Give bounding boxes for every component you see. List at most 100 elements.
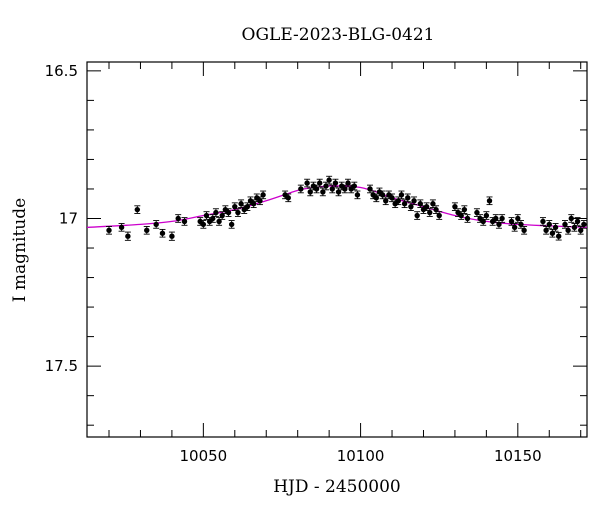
point-marker xyxy=(250,201,257,207)
data-point xyxy=(335,187,342,197)
data-point xyxy=(260,190,267,200)
data-point xyxy=(514,214,521,223)
point-marker xyxy=(423,203,430,210)
chart-title: OGLE-2023-BLG-0421 xyxy=(242,25,435,45)
data-point xyxy=(159,228,166,238)
y-axis-label: I magnitude xyxy=(10,198,30,302)
point-marker xyxy=(398,192,405,198)
data-point xyxy=(304,178,311,188)
data-point xyxy=(517,220,524,229)
data-point xyxy=(404,193,411,203)
point-marker xyxy=(555,233,562,239)
data-point xyxy=(118,223,125,232)
x-tick-label: 10100 xyxy=(337,447,385,465)
data-point xyxy=(539,217,546,226)
point-marker xyxy=(326,177,332,183)
point-marker xyxy=(433,206,439,213)
point-marker xyxy=(175,215,181,222)
point-marker xyxy=(578,227,584,234)
point-marker xyxy=(574,218,581,225)
point-marker xyxy=(203,212,210,219)
data-point xyxy=(486,196,493,206)
point-marker xyxy=(159,230,166,236)
data-point xyxy=(322,181,329,191)
point-marker xyxy=(118,224,125,231)
data-point xyxy=(429,199,436,209)
x-tick-label: 10050 xyxy=(179,447,227,465)
point-marker xyxy=(518,221,524,228)
data-point xyxy=(307,187,314,197)
data-point xyxy=(351,181,358,191)
point-marker xyxy=(335,189,342,195)
point-marker xyxy=(219,212,225,219)
point-marker xyxy=(216,218,222,225)
point-marker xyxy=(427,209,433,216)
data-point xyxy=(508,217,515,226)
point-marker xyxy=(134,206,141,213)
data-point xyxy=(495,220,502,229)
point-marker xyxy=(480,218,486,225)
data-point xyxy=(473,208,480,217)
data-point xyxy=(106,226,113,235)
data-point xyxy=(228,220,235,229)
point-marker xyxy=(106,227,112,234)
point-marker xyxy=(383,198,389,204)
point-marker xyxy=(461,206,468,213)
data-point xyxy=(225,208,232,217)
y-tick-labels: 16.5 17 17.5 xyxy=(45,62,78,375)
data-point xyxy=(367,184,374,194)
point-marker xyxy=(351,183,357,189)
point-marker xyxy=(552,224,559,231)
point-marker xyxy=(499,215,505,222)
data-point xyxy=(420,205,427,214)
data-point xyxy=(411,196,418,206)
point-marker xyxy=(458,212,464,219)
x-axis-label: HJD - 2450000 xyxy=(273,477,401,497)
point-marker xyxy=(225,209,232,216)
point-marker xyxy=(430,201,436,207)
data-point xyxy=(395,196,402,206)
point-marker xyxy=(496,221,502,228)
y-tick-label: 16.5 xyxy=(45,62,78,80)
point-marker xyxy=(464,215,471,222)
point-marker xyxy=(401,201,408,207)
point-marker xyxy=(144,227,150,234)
data-point xyxy=(124,231,131,241)
data-point xyxy=(332,178,339,188)
data-point xyxy=(511,223,518,232)
point-marker xyxy=(260,192,266,198)
data-point xyxy=(175,214,182,223)
data-point xyxy=(543,226,550,235)
point-marker xyxy=(543,227,549,234)
point-marker xyxy=(342,186,348,192)
data-point xyxy=(552,223,559,232)
data-point xyxy=(203,211,210,220)
data-point xyxy=(313,184,320,194)
data-point xyxy=(345,178,352,188)
point-marker xyxy=(181,218,188,225)
data-point xyxy=(451,202,458,211)
data-point xyxy=(580,220,587,229)
data-point xyxy=(546,220,553,229)
data-point xyxy=(134,205,141,214)
point-marker xyxy=(540,218,546,225)
point-marker xyxy=(452,203,458,210)
point-marker xyxy=(329,186,335,192)
data-point xyxy=(461,205,468,214)
data-point xyxy=(426,208,433,217)
data-point xyxy=(483,211,490,220)
point-marker xyxy=(210,215,216,222)
point-marker xyxy=(307,189,313,195)
point-marker xyxy=(395,198,402,204)
point-marker xyxy=(571,224,578,231)
data-point xyxy=(250,199,257,209)
data-point xyxy=(354,190,361,200)
point-marker xyxy=(565,227,571,234)
data-point xyxy=(398,190,405,200)
x-tick-label: 10150 xyxy=(494,447,542,465)
point-marker xyxy=(153,221,159,228)
data-point xyxy=(181,217,188,226)
point-marker xyxy=(323,183,329,189)
point-marker xyxy=(474,209,480,216)
